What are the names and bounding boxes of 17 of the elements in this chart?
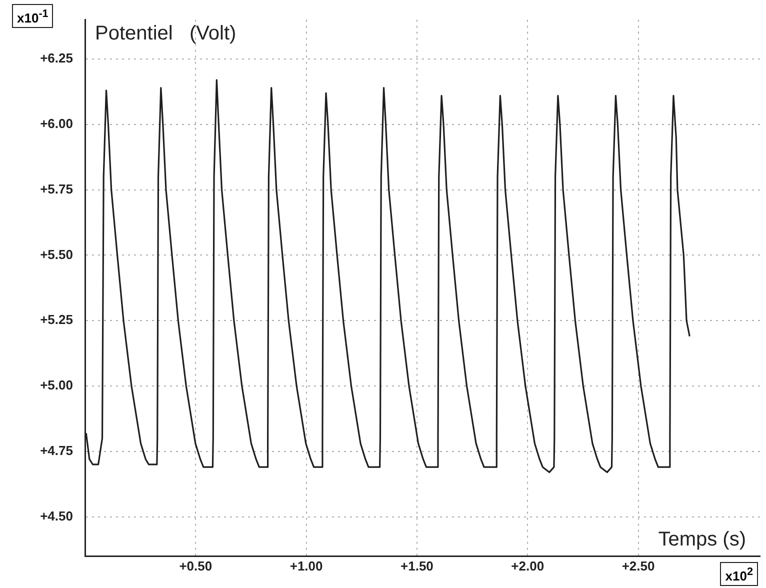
y-tick-label: +5.25 [40, 312, 73, 328]
x-tick-label: +2.00 [511, 558, 544, 574]
text: x10$^{2}$ [720, 562, 758, 586]
x-tick-label: +0.50 [179, 558, 212, 574]
y-tick-label: +5.75 [40, 181, 73, 196]
y-tick-label: +4.75 [40, 442, 73, 458]
y-tick-label: +5.50 [40, 246, 73, 262]
text: x10$^{-1}$ [12, 4, 54, 28]
x-tick-label: +2.50 [622, 558, 655, 574]
y-tick-label: +6.00 [40, 116, 73, 132]
x-axis-title: Temps (s) [658, 528, 746, 551]
y-axis-title: Potentiel (Volt) [95, 22, 236, 45]
x-tick-label: +1.50 [400, 558, 434, 574]
y-tick-label: +4.50 [40, 508, 73, 524]
y-tick-label: +6.25 [40, 50, 73, 66]
x-tick-label: +1.00 [290, 558, 323, 574]
y-tick-label: +5.00 [40, 378, 73, 393]
